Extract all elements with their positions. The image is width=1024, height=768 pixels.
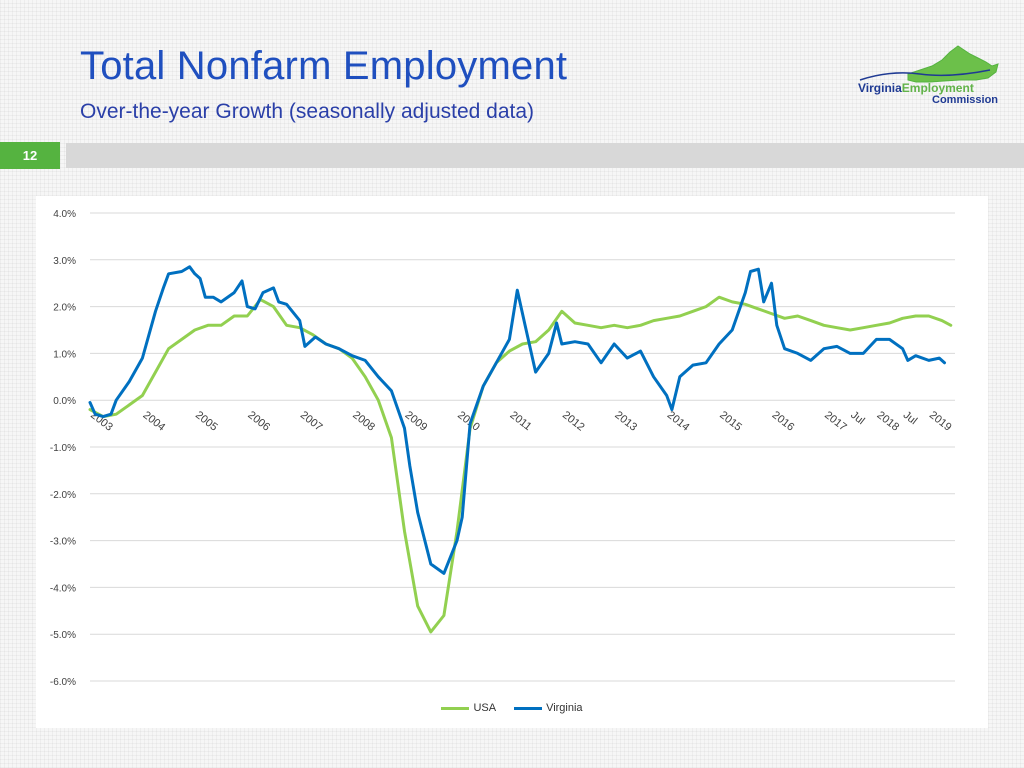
- x-tick-label: 2004: [141, 409, 168, 434]
- y-tick-label: -5.0%: [50, 630, 76, 641]
- x-tick-label: 2017: [822, 409, 849, 434]
- x-tick-label: 2011: [508, 409, 534, 433]
- page-subtitle: Over-the-year Growth (seasonally adjuste…: [80, 100, 535, 123]
- y-tick-label: 0.0%: [53, 396, 76, 407]
- chart-panel: [36, 196, 988, 728]
- x-tick-label: 2018: [875, 409, 902, 434]
- logo-word-commission: Commission: [932, 94, 999, 106]
- y-tick-label: 4.0%: [53, 209, 76, 220]
- y-tick-label: 1.0%: [53, 349, 76, 360]
- slide-number: 12: [0, 142, 60, 169]
- y-tick-label: -1.0%: [50, 443, 76, 454]
- y-tick-label: -3.0%: [50, 537, 76, 548]
- x-tick-label: 2019: [927, 409, 954, 434]
- x-tick-label: 2012: [560, 409, 587, 434]
- series-line-usa: [88, 295, 953, 634]
- legend-item-usa: USA: [441, 702, 496, 714]
- x-tick-label: 2005: [193, 409, 220, 434]
- x-tick-label: 2006: [245, 409, 272, 434]
- header-divider-bar: [66, 143, 1024, 168]
- series-line-virginia: [88, 265, 946, 575]
- y-tick-label: -2.0%: [50, 490, 76, 501]
- vec-logo: VirginiaEmployment Commission: [850, 40, 1010, 108]
- legend-label: Virginia: [546, 702, 583, 714]
- x-tick-label: 2008: [350, 409, 377, 434]
- legend-label: USA: [473, 702, 497, 714]
- legend-swatch: [514, 706, 543, 710]
- x-tick-label: 2014: [665, 409, 692, 434]
- x-tick-label: 2007: [298, 409, 325, 434]
- y-tick-label: 3.0%: [53, 256, 76, 267]
- y-tick-label: 2.0%: [53, 303, 76, 314]
- x-tick-label: 2016: [770, 409, 797, 434]
- x-tick-label: Jul: [901, 409, 919, 427]
- x-tick-label: 2009: [403, 409, 430, 434]
- page-title: Total Nonfarm Employment: [80, 44, 568, 88]
- logo-word-employment: Employment: [901, 81, 974, 95]
- x-tick-label: Jul: [848, 409, 866, 427]
- y-tick-label: -6.0%: [50, 677, 76, 688]
- x-tick-label: 2013: [612, 409, 639, 434]
- x-tick-label: 2015: [717, 409, 744, 434]
- legend-item-virginia: Virginia: [514, 702, 583, 714]
- chart-legend: USA Virginia: [0, 702, 1024, 714]
- logo-wordmark: VirginiaEmployment: [858, 81, 974, 95]
- legend-swatch: [441, 706, 470, 710]
- virginia-state-outline-icon: [859, 45, 999, 83]
- logo-word-virginia: Virginia: [858, 81, 902, 95]
- y-tick-label: -4.0%: [50, 583, 76, 594]
